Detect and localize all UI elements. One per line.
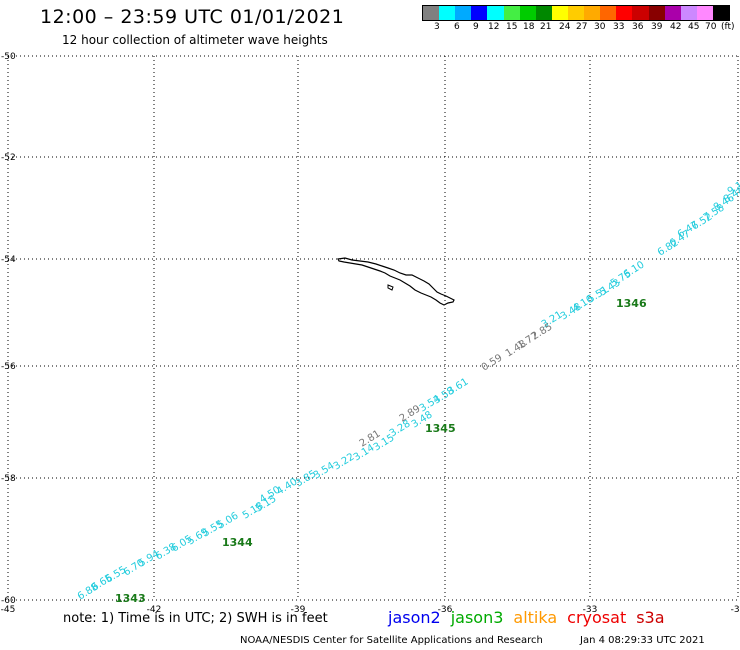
colorbar-label: 27 <box>576 22 588 32</box>
colorbar-label: 21 <box>540 22 552 32</box>
swh-value: 3.28 <box>388 418 413 439</box>
lat-tick-label: -54 <box>1 255 16 265</box>
colorbar-swatch <box>455 6 472 20</box>
lon-tick-label: -33 <box>583 605 598 615</box>
lon-tick-label: -45 <box>1 605 16 615</box>
island-inlet <box>387 284 394 291</box>
colorbar-swatch <box>696 6 713 20</box>
colorbar-label: 39 <box>651 22 663 32</box>
axis-ticks: -50 -52 -54 -56 -58 -60-45 -42 -39 -36 -33 -30 <box>1 52 740 615</box>
lat-tick-label: -58 <box>1 474 16 484</box>
satellite-legend-item: s3a <box>636 608 665 627</box>
colorbar-swatch <box>664 6 681 20</box>
colorbar-label: 15 <box>506 22 518 32</box>
lat-tick-label: -52 <box>1 153 16 163</box>
lon-tick-label: -42 <box>147 605 162 615</box>
colorbar-swatch <box>503 6 520 20</box>
colorbar-label: 18 <box>523 22 535 32</box>
island-coastline <box>337 257 455 306</box>
page-subtitle: 12 hour collection of altimeter wave hei… <box>62 33 328 47</box>
orbit-labels: 1343 1344 1345 1346 <box>115 297 647 605</box>
colorbar-swatch <box>712 6 730 20</box>
swh-value: 5.06 <box>216 510 241 531</box>
colorbar-swatch <box>551 6 568 20</box>
colorbar-swatch <box>616 6 633 20</box>
colorbar-swatch <box>519 6 536 20</box>
colorbar-label: 9 <box>473 22 479 32</box>
lat-tick-label: -50 <box>1 52 16 62</box>
colorbar-label: 33 <box>613 22 625 32</box>
colorbar-swatch <box>535 6 552 20</box>
satellite-legend-item: jason3 <box>450 608 504 627</box>
satellite-legend-item: jason2 <box>388 608 441 627</box>
lon-tick-label: -39 <box>291 605 306 615</box>
orbit-number: 1346 <box>616 297 647 310</box>
colorbar-label: 12 <box>488 22 500 32</box>
lat-tick-label: -56 <box>1 362 16 372</box>
colorbar-label: (ft) <box>721 22 735 32</box>
footer-note: note: 1) Time is in UTC; 2) SWH is in fe… <box>63 611 328 626</box>
colorbar-swatch <box>680 6 697 20</box>
swh-value: 0.59 <box>480 352 505 373</box>
colorbar-swatch <box>600 6 617 20</box>
colorbar-swatch <box>423 6 440 20</box>
swh-value: 6.10 <box>622 259 647 280</box>
colorbar-label: 24 <box>559 22 571 32</box>
colorbar-swatch <box>632 6 649 20</box>
swh-tracks: 6.886.656.556.705.946.386.055.695.555.06… <box>76 180 740 603</box>
colorbar-label: 42 <box>670 22 682 32</box>
colorbar-swatch <box>471 6 488 20</box>
orbit-number: 1344 <box>222 536 253 549</box>
colorbar-label: 6 <box>454 22 460 32</box>
colorbar-swatch <box>584 6 601 20</box>
colorbar-label: 36 <box>632 22 644 32</box>
page-title: 12:00 – 23:59 UTC 01/01/2021 <box>40 6 345 28</box>
satellite-legend-item: altika <box>513 608 558 627</box>
colorbar-labels: 3 6 9 12 15 18 21 24 27 30 33 36 39 42 45 70 (ft) <box>422 22 740 34</box>
colorbar <box>422 5 730 21</box>
orbit-number: 1343 <box>115 592 146 605</box>
swh-value: 3.61 <box>446 376 471 397</box>
colorbar-label: 3 <box>434 22 440 32</box>
lon-tick-label: -36 <box>438 605 453 615</box>
colorbar-swatch <box>648 6 665 20</box>
grid-lines <box>7 55 739 601</box>
colorbar-label: 30 <box>594 22 606 32</box>
satellite-legend: jason2 jason3 altika cryosat s3a <box>388 608 675 627</box>
lon-tick-label: -30 <box>731 605 740 615</box>
lat-tick-label: -60 <box>1 596 16 606</box>
colorbar-label: 45 <box>688 22 700 32</box>
orbit-number: 1345 <box>425 422 456 435</box>
colorbar-swatch <box>487 6 504 20</box>
colorbar-swatch <box>567 6 585 20</box>
credit-text: NOAA/NESDIS Center for Satellite Applica… <box>240 635 543 646</box>
colorbar-label: 70 <box>705 22 717 32</box>
colorbar-swatch <box>439 6 456 20</box>
satellite-legend-item: cryosat <box>567 608 627 627</box>
credit-timestamp: Jan 4 08:29:33 UTC 2021 <box>580 635 705 646</box>
